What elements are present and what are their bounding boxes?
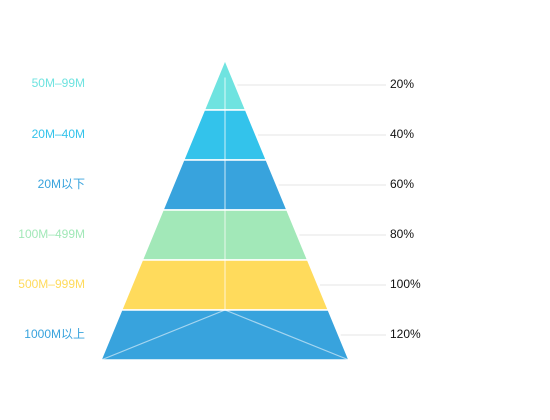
percent-label: 120% [390,327,421,341]
tier-label: 100M–499M [18,227,85,241]
tier-label: 500M–999M [18,277,85,291]
leader-lines [237,84,386,336]
pyramid-base-facets [100,309,350,361]
tier-label: 20M–40M [32,127,85,141]
tier-label: 50M–99M [32,76,85,90]
pyramid-tier [100,309,350,361]
percent-label: 100% [390,277,421,291]
percent-label: 20% [390,77,414,91]
tier-labels: 50M–99M 20M–40M 20M以下 100M–499M 500M–999M 100… [18,76,85,341]
percent-labels: 20% 40% 60% 80% 100% 120% [390,77,421,341]
percent-label: 40% [390,127,414,141]
percent-label: 80% [390,227,414,241]
tier-label: 20M以下 [38,177,85,191]
percent-label: 60% [390,177,414,191]
tier-label: 1000M以上 [24,327,85,341]
pyramid-overlay [100,77,350,361]
